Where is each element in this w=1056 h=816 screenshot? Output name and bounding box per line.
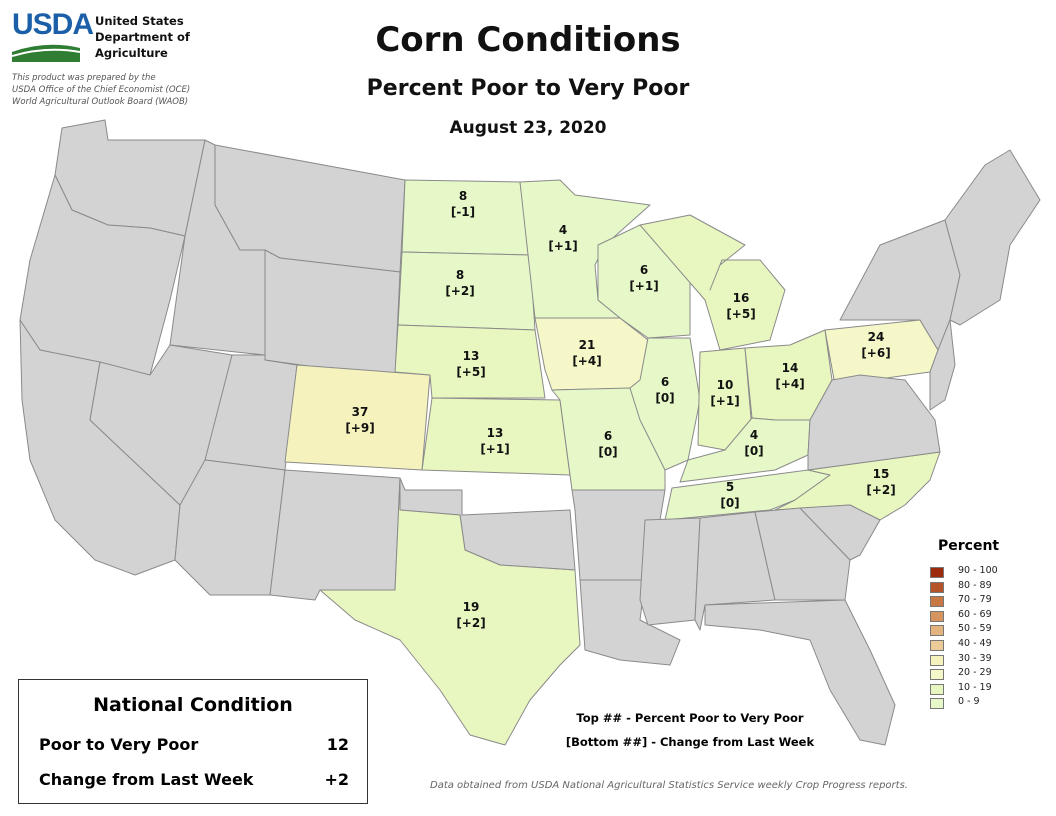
legend-swatch [930, 654, 944, 666]
label-sd: 8 [+2] [445, 268, 475, 298]
label-mo: 6 [0] [598, 429, 618, 459]
state-south-carolina [799, 504, 881, 561]
usda-logo-text: USDA [12, 8, 94, 41]
legend-swatch [930, 625, 944, 637]
source-note: Data obtained from USDA National Agricul… [430, 780, 908, 791]
national-poor-label: Poor to Very Poor [39, 735, 199, 754]
label-il: 6 [0] [655, 375, 675, 405]
national-change-value: +2 [324, 770, 349, 789]
label-ky: 4 [0] [744, 428, 764, 458]
national-change-row: Change from Last Week +2 [39, 770, 349, 789]
legend-swatch [930, 640, 944, 651]
legend-title: Percent [938, 538, 1000, 554]
legend-label: 50 - 59 [958, 623, 992, 635]
national-poor-row: Poor to Very Poor 12 [39, 735, 349, 754]
prepared-line-2: USDA Office of the Chief Economist (OCE) [12, 85, 191, 95]
legend-label: 70 - 79 [958, 594, 992, 606]
key-top: Top ## - Percent Poor to Very Poor [576, 711, 804, 725]
state-illinois [629, 337, 701, 471]
legend-swatch [930, 567, 944, 578]
state-oregon [19, 174, 186, 376]
state-wyoming [264, 249, 401, 379]
key-bottom: [Bottom ##] - Change from Last Week [565, 735, 815, 749]
state-new-mexico [269, 469, 401, 601]
legend-swatch [930, 683, 944, 695]
label-pa: 24 [+6] [861, 330, 891, 360]
label-oh: 14 [+4] [775, 361, 805, 391]
label-nd: 8 [-1] [450, 189, 476, 219]
state-texas [319, 477, 581, 746]
legend-label: 90 - 100 [958, 565, 998, 576]
legend-swatch [930, 581, 944, 593]
label-in: 10 [+1] [710, 378, 740, 408]
state-virginia-wv [807, 374, 941, 471]
label-mi: 16 [+5] [726, 291, 756, 321]
usda-logo: USDA [12, 8, 94, 62]
national-condition-title: National Condition [93, 694, 293, 716]
label-co: 37 [+9] [345, 405, 375, 435]
label-tx: 19 [+2] [456, 600, 486, 630]
label-wi: 6 [+1] [629, 263, 659, 293]
state-florida [704, 599, 896, 746]
label-tn: 5 [0] [720, 480, 740, 510]
label-nc: 15 [+2] [866, 467, 896, 497]
map-title: Corn Conditions [375, 20, 681, 60]
state-mississippi [639, 517, 701, 626]
national-condition-box: National Condition Poor to Very Poor 12 … [18, 679, 368, 804]
legend-swatch [930, 698, 944, 710]
map-date: August 23, 2020 [449, 118, 607, 138]
state-michigan [639, 214, 786, 351]
national-change-label: Change from Last Week [39, 770, 254, 789]
legend-label: 80 - 89 [958, 579, 992, 591]
legend-label: 10 - 19 [958, 681, 992, 693]
legend-label: 60 - 69 [958, 608, 992, 620]
legend-swatch [930, 669, 944, 681]
label-ks: 13 [+1] [480, 426, 510, 456]
legend-swatch [930, 596, 944, 608]
prepared-line-3: World Agricultural Outlook Board (WAOB) [12, 97, 189, 107]
legend-label: 20 - 29 [958, 667, 992, 679]
national-poor-value: 12 [326, 735, 349, 754]
usda-logo-swoosh [12, 44, 80, 62]
legend-label: 0 - 9 [958, 696, 980, 708]
legend-label: 40 - 49 [958, 638, 992, 649]
legend-swatch [930, 610, 944, 622]
label-ne: 13 [+5] [456, 349, 486, 379]
label-ia: 21 [+4] [572, 338, 602, 368]
state-georgia [754, 507, 851, 601]
legend-label: 30 - 39 [958, 652, 992, 664]
label-mn: 4 [+1] [548, 223, 578, 253]
map-subtitle: Percent Poor to Very Poor [366, 76, 690, 101]
prepared-by-note: This product was prepared by the USDA Of… [12, 72, 190, 108]
prepared-line-1: This product was prepared by the [12, 73, 156, 83]
state-california [19, 319, 181, 576]
state-new-england [944, 149, 1041, 326]
department-name: United States Department of Agriculture [95, 14, 190, 60]
state-nj-de-md [929, 319, 956, 411]
